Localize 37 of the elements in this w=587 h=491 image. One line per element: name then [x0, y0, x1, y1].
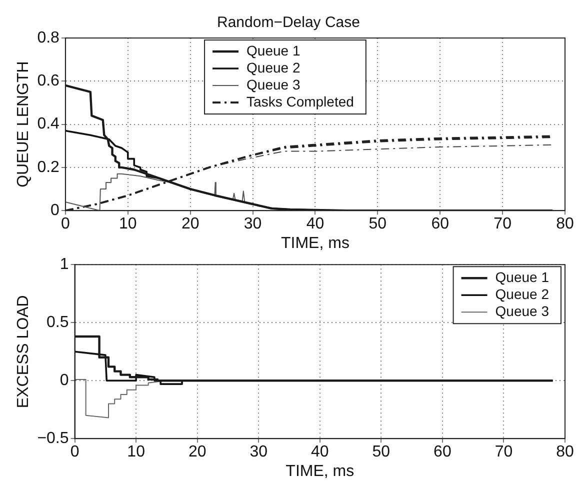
x-tick-label: 30	[250, 444, 268, 461]
x-axis-title: TIME, ms	[286, 462, 354, 480]
legend-label: Queue 2	[246, 59, 300, 76]
x-tick-label: 50	[368, 216, 387, 233]
y-tick-label: 0	[50, 202, 60, 220]
x-tick-label: 40	[310, 444, 329, 461]
x-tick-label: 80	[556, 216, 574, 233]
chart-title: Random−Delay Case	[217, 14, 360, 32]
x-tick-label: 10	[127, 444, 146, 461]
x-axis-title: TIME, ms	[281, 234, 350, 252]
x-tick-label: 40	[306, 216, 324, 233]
y-axis-title: EXCESS LOAD	[15, 295, 32, 408]
legend-label: Queue 1	[495, 268, 550, 285]
y-axis-title: QUEUE LENGTH	[15, 61, 32, 188]
y-tick-label: 0.8	[37, 29, 60, 46]
y-tick-label: 0	[60, 372, 69, 390]
y-tick-label: −0.5	[37, 430, 69, 448]
x-tick-label: 70	[494, 444, 513, 461]
x-tick-label: 80	[556, 444, 574, 461]
x-tick-label: 60	[431, 216, 450, 233]
legend-label: Queue 3	[495, 302, 550, 319]
y-tick-label: 1	[60, 256, 69, 274]
x-tick-label: 60	[434, 444, 452, 461]
legend-label: Queue 3	[246, 76, 300, 92]
legend-label: Queue 2	[495, 286, 550, 302]
x-tick-label: 50	[372, 444, 390, 461]
y-tick-label: 0.5	[46, 314, 69, 332]
x-tick-label: 70	[494, 216, 512, 233]
x-tick-label: 20	[181, 216, 200, 233]
x-tick-label: 10	[118, 216, 137, 233]
x-tick-label: 30	[244, 216, 262, 233]
y-tick-label: 0.4	[37, 116, 60, 133]
x-tick-label: 20	[188, 444, 206, 461]
y-tick-label: 0.2	[37, 158, 60, 176]
y-tick-label: 0.6	[37, 72, 60, 90]
legend-label: Tasks Completed	[246, 93, 354, 110]
legend-label: Queue 1	[246, 42, 300, 58]
